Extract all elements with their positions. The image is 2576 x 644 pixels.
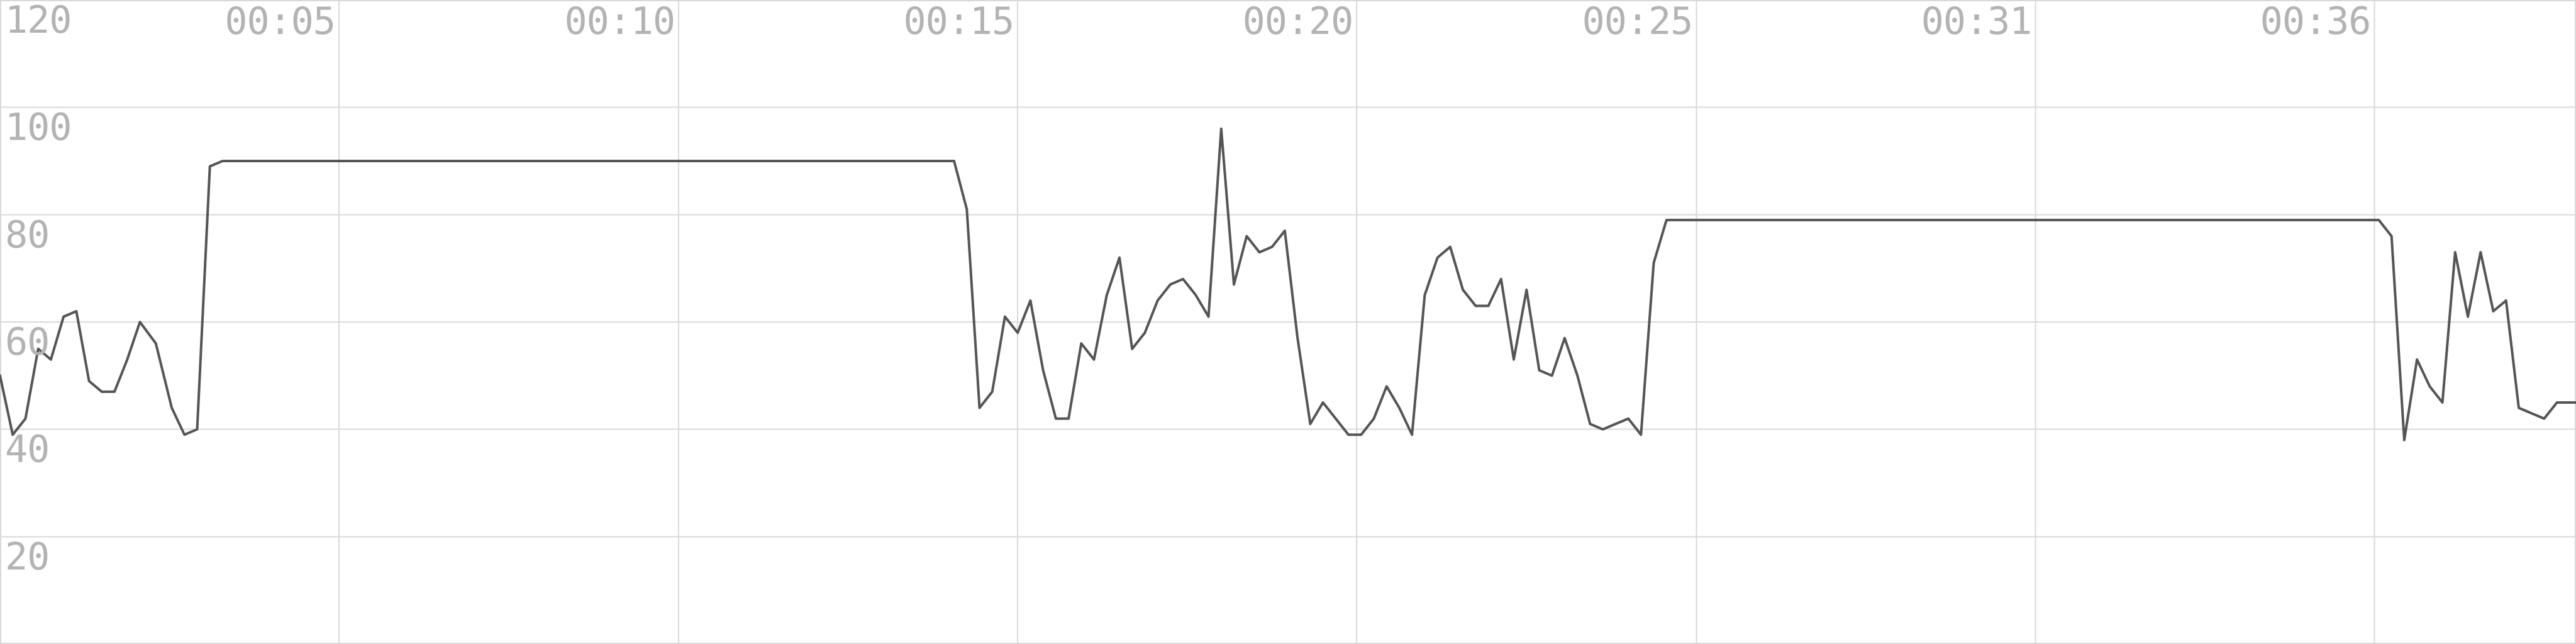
x-tick-label: 00:10 — [564, 0, 675, 43]
y-tick-label: 60 — [5, 320, 49, 364]
series-layer — [0, 127, 2576, 441]
x-tick-label: 00:20 — [1243, 0, 1353, 43]
y-axis-tick-labels: 120 100 80 60 40 20 — [5, 0, 72, 579]
x-tick-label: 00:31 — [1921, 0, 2032, 43]
x-axis-tick-labels: 00:05 00:10 00:15 00:20 00:25 00:31 00:36 — [225, 0, 2371, 43]
y-tick-label: 80 — [5, 213, 49, 257]
series-line-0 — [0, 127, 2576, 441]
x-tick-label: 00:25 — [1582, 0, 1693, 43]
y-tick-label: 40 — [5, 428, 49, 472]
x-tick-label: 00:15 — [904, 0, 1014, 43]
y-tick-label: 120 — [5, 0, 71, 42]
y-tick-label: 100 — [5, 106, 71, 150]
x-tick-label: 00:36 — [2260, 0, 2371, 43]
y-tick-label: 20 — [5, 535, 49, 579]
x-tick-label: 00:05 — [225, 0, 335, 43]
